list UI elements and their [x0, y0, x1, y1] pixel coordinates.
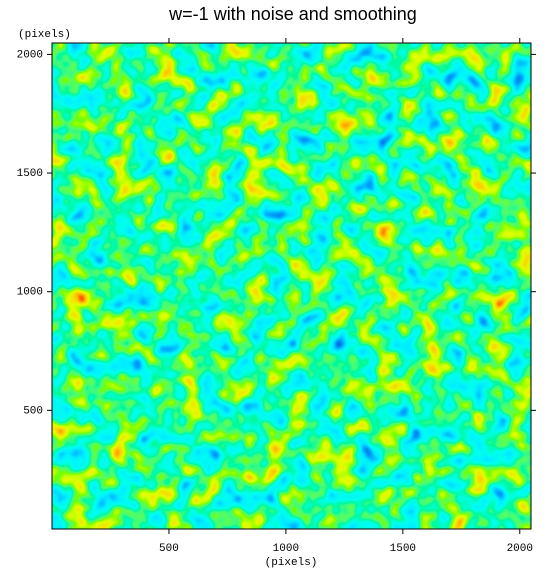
- chart-title: w=-1 with noise and smoothing: [168, 4, 417, 24]
- plot-frame: [51, 42, 532, 530]
- x-tick-label: 1000: [273, 543, 299, 555]
- y-tick-label: 1500: [17, 168, 43, 180]
- x-tick-label: 500: [159, 543, 179, 555]
- y-tick-label: 1000: [17, 287, 43, 299]
- heatmap-image: [52, 43, 531, 529]
- y-axis-label: (pixels): [18, 29, 71, 41]
- x-axis-label: (pixels): [265, 557, 318, 569]
- y-tick-label: 500: [23, 405, 43, 417]
- x-tick-label: 2000: [507, 543, 533, 555]
- y-tick-label: 2000: [17, 49, 43, 61]
- x-tick-label: 1500: [390, 543, 416, 555]
